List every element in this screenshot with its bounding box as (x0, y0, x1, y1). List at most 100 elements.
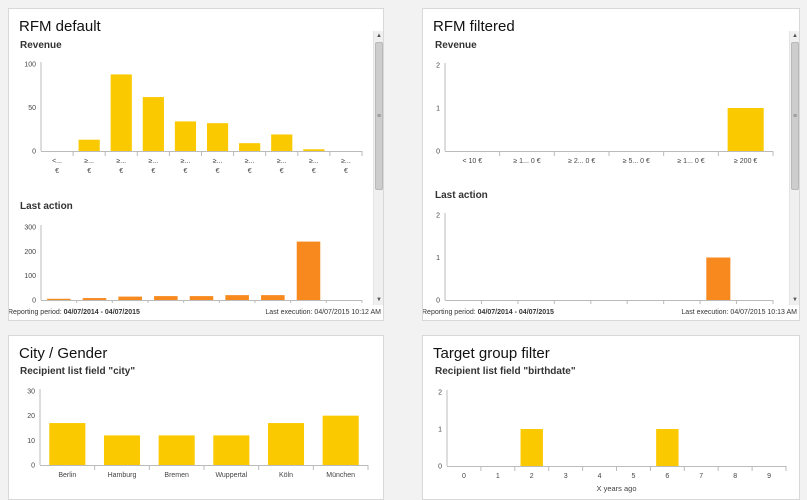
x-tick-label: Hamburg (108, 472, 137, 479)
section-title-last-action: Last action (20, 201, 73, 212)
x-tick-label: 4 (598, 473, 602, 480)
x-tick-label: 9 (767, 473, 771, 480)
y-tick-label: 20 (27, 413, 35, 420)
bar (520, 429, 543, 466)
scroll-thumb[interactable]: ≡ (375, 42, 383, 190)
x-tick-label: ≥ 200 € (734, 158, 757, 165)
reporting-period-dates: 04/07/2014 - 04/07/2015 (63, 309, 140, 316)
x-tick-label: <... (52, 158, 62, 165)
target-group-panel: Target group filter Recipient list field… (422, 335, 800, 500)
scrollbar[interactable]: ▲ ≡ ▼ (789, 31, 799, 305)
rfm-default-last-action-chart: 0 100 200 300 (24, 225, 363, 304)
x-tick-label: ≥ 2... 0 € (568, 158, 595, 165)
scroll-down-icon[interactable]: ▼ (376, 297, 382, 303)
x-tick-label: 7 (699, 473, 703, 480)
y-tick-label: 1 (436, 255, 440, 262)
bar (303, 149, 325, 151)
bar (267, 423, 305, 465)
y-tick-label: 1 (436, 106, 440, 113)
last-execution: Last execution: 04/07/2015 10:13 AM (681, 309, 797, 316)
rfm-filtered-last-action-chart: 0 1 2 (436, 213, 774, 305)
section-title-revenue: Revenue (435, 40, 477, 51)
scroll-thumb[interactable]: ≡ (791, 42, 799, 190)
scroll-up-icon[interactable]: ▲ (376, 33, 382, 39)
bar (189, 296, 214, 300)
x-tick-label: ≥... (309, 158, 319, 165)
x-tick-label: ≥ 1... 0 € (513, 158, 540, 165)
x-tick-label: € (280, 168, 284, 175)
x-tick-label: € (119, 168, 123, 175)
x-tick-label: München (326, 472, 355, 479)
x-tick-label: ≥ 5... 0 € (623, 158, 650, 165)
bar (174, 121, 197, 151)
bar (103, 435, 141, 465)
bar (118, 296, 142, 300)
y-tick-label: 50 (28, 105, 36, 112)
bar (322, 415, 359, 465)
y-tick-label: 0 (32, 298, 36, 304)
x-tick-label: ≥... (84, 158, 94, 165)
bar (727, 108, 764, 151)
panel-title: Target group filter (433, 345, 550, 362)
bar (142, 97, 164, 151)
x-tick-label: ≥... (245, 158, 255, 165)
x-tick-label: < 10 € (462, 158, 482, 165)
scroll-down-icon[interactable]: ▼ (792, 297, 798, 303)
x-tick-label: ≥... (116, 158, 126, 165)
bar (49, 423, 86, 465)
x-tick-label: € (248, 168, 252, 175)
x-tick-label: € (344, 168, 348, 175)
bar (706, 257, 731, 300)
x-tick-label: € (312, 168, 316, 175)
panel-title: City / Gender (19, 345, 108, 362)
bar (213, 435, 250, 465)
x-tick-label: ≥... (149, 158, 159, 165)
y-tick-label: 0 (438, 464, 442, 471)
x-tick-label: € (216, 168, 220, 175)
y-tick-label: 0 (32, 149, 36, 156)
x-tick-label: 2 (530, 473, 534, 480)
x-tick-label: ≥... (213, 158, 223, 165)
y-tick-label: 30 (27, 389, 35, 396)
bar (656, 429, 679, 466)
bar (239, 143, 261, 151)
section-title-birthdate: Recipient list field "birthdate" (435, 366, 576, 377)
y-tick-label: 2 (436, 63, 440, 70)
x-tick-label: Köln (279, 472, 293, 479)
bar (154, 296, 178, 300)
bar (82, 298, 107, 300)
x-tick-label: ≥... (181, 158, 191, 165)
y-tick-label: 100 (24, 273, 36, 280)
x-tick-label: 0 (462, 473, 466, 480)
panel-title: RFM default (19, 18, 101, 35)
grip-icon: ≡ (376, 113, 382, 120)
y-tick-label: 0 (436, 149, 440, 156)
x-tick-label: ≥ 1... 0 € (677, 158, 704, 165)
y-tick-label: 2 (436, 213, 440, 220)
x-axis-label: X years ago (596, 484, 636, 493)
rfm-default-revenue-chart: 0 50 100 <... € ≥... € ≥... € ≥... € ≥... € ≥... € ≥...… (24, 62, 363, 175)
bar (110, 74, 132, 151)
city-chart: 0 10 20 30 Berlin Hamburg Bremen Wuppertal Köln M… (27, 389, 369, 479)
scrollbar[interactable]: ▲ ≡ ▼ (373, 31, 383, 305)
y-tick-label: 2 (438, 390, 442, 397)
x-tick-label: 1 (496, 473, 500, 480)
bar (296, 241, 321, 300)
y-tick-label: 200 (24, 249, 36, 256)
x-tick-label: 8 (733, 473, 737, 480)
last-execution: Last execution: 04/07/2015 10:12 AM (265, 309, 381, 316)
x-tick-label: 3 (564, 473, 568, 480)
x-tick-label: € (55, 168, 59, 175)
rfm-default-panel: RFM default Revenue 0 50 100 <... € ≥... € ≥...… (8, 8, 384, 321)
reporting-period: Reporting period: 04/07/2014 - 04/07/201… (8, 309, 140, 316)
reporting-period-dates: 04/07/2014 - 04/07/2015 (477, 309, 554, 316)
bar (225, 295, 249, 300)
scroll-up-icon[interactable]: ▲ (792, 33, 798, 39)
birthdate-chart: 0 1 2 0 1 2 3 4 5 6 7 8 9 X years ago (438, 390, 787, 493)
x-tick-label: € (151, 168, 155, 175)
x-tick-label: ≥... (277, 158, 287, 165)
x-tick-label: Wuppertal (215, 472, 247, 479)
x-tick-label: Berlin (58, 472, 76, 479)
bar (78, 139, 100, 151)
y-tick-label: 0 (436, 298, 440, 305)
